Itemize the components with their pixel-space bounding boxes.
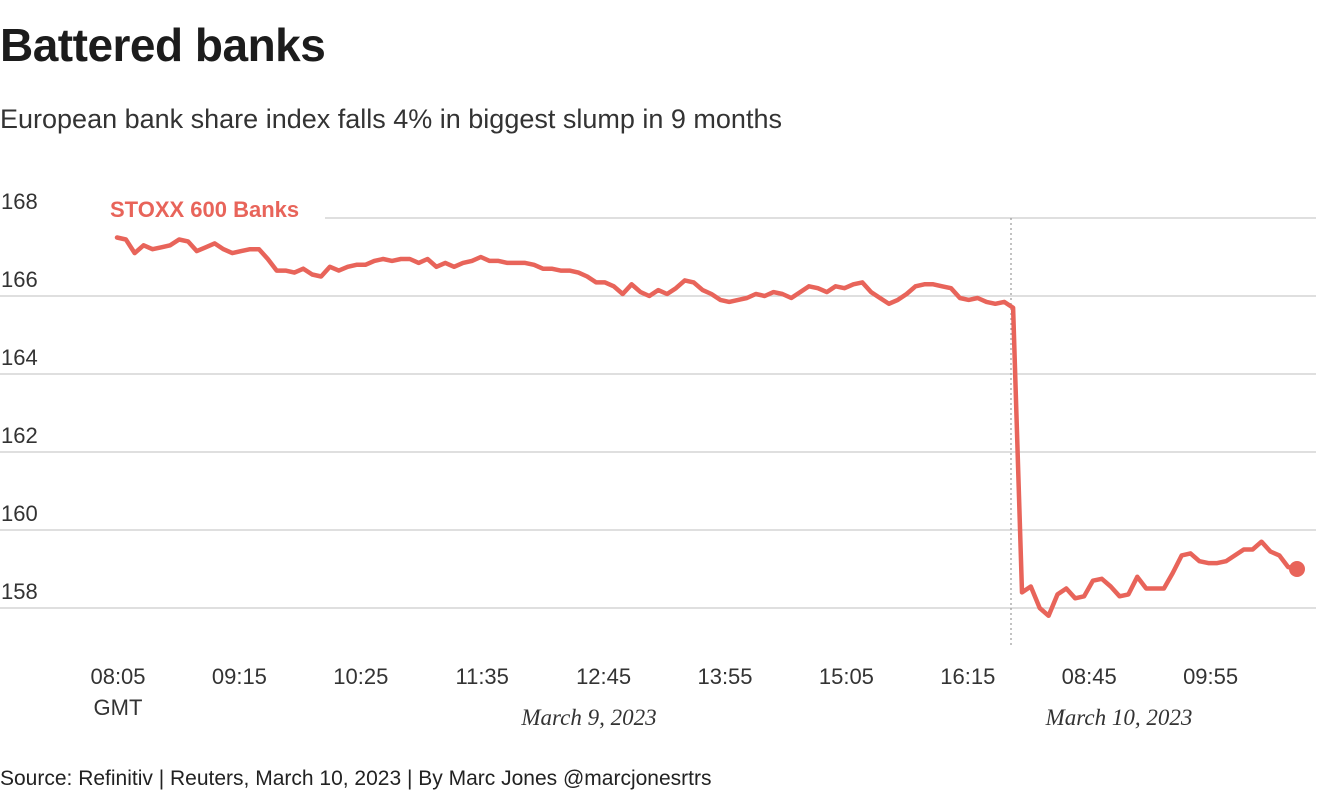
x-tick-label: 11:35 bbox=[455, 664, 508, 689]
source-credit: Source: Refinitiv | Reuters, March 10, 2… bbox=[0, 767, 712, 790]
y-tick-label: 166 bbox=[1, 267, 38, 292]
date-label-march-10: March 10, 2023 bbox=[1045, 705, 1193, 730]
x-tick-label: 15:05 bbox=[819, 664, 874, 689]
x-tick-label: 12:45 bbox=[576, 664, 631, 689]
y-tick-label: 158 bbox=[1, 579, 38, 604]
y-tick-label: 168 bbox=[1, 189, 38, 214]
x-axis-ticks: 08:05 09:15 10:25 11:35 12:45 13:55 15:05 16:15… bbox=[90, 664, 1238, 689]
chart-subtitle: European bank share index falls 4% in bi… bbox=[0, 104, 782, 134]
chart-title: Battered banks bbox=[0, 19, 326, 71]
x-tick-label: 08:45 bbox=[1062, 664, 1117, 689]
date-label-march-9: March 9, 2023 bbox=[520, 705, 656, 730]
x-tick-label: 09:15 bbox=[212, 664, 267, 689]
x-tick-label: 16:15 bbox=[940, 664, 995, 689]
x-tick-label: 10:25 bbox=[333, 664, 388, 689]
y-tick-label: 162 bbox=[1, 423, 38, 448]
gridlines bbox=[0, 217, 1316, 609]
x-tick-label: 13:55 bbox=[697, 664, 752, 689]
y-tick-label: 160 bbox=[1, 501, 38, 526]
series-line bbox=[114, 235, 1300, 619]
y-axis-ticks: 158 160 162 164 166 168 bbox=[1, 189, 38, 604]
series-label: STOXX 600 Banks bbox=[110, 197, 299, 222]
x-tick-label: 09:55 bbox=[1183, 664, 1238, 689]
endpoint-marker bbox=[1289, 561, 1305, 577]
y-tick-label: 164 bbox=[1, 345, 38, 370]
series-layer: STOXX 600 Banks bbox=[110, 197, 1305, 619]
timezone-label: GMT bbox=[94, 695, 143, 720]
x-tick-label: 08:05 bbox=[90, 664, 145, 689]
